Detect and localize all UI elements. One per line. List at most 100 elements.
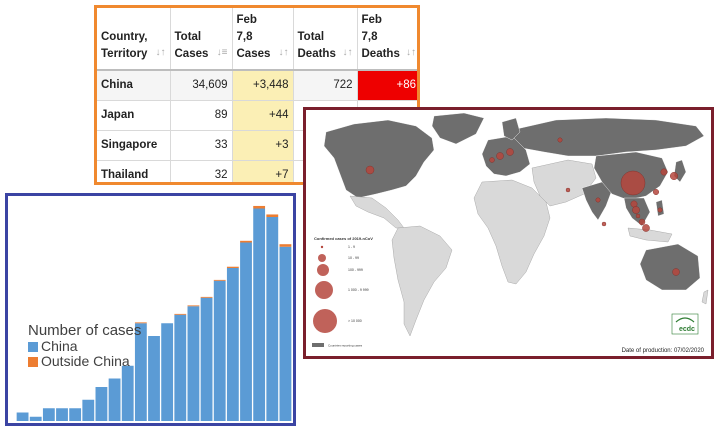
bar-china[interactable] — [29, 416, 42, 421]
header-line: Deaths — [297, 48, 336, 60]
total-cases-cell: 33 — [170, 130, 233, 161]
col-total-cases-header[interactable]: Total Cases ↓≡ — [170, 8, 233, 71]
thailand-bubble[interactable] — [632, 206, 640, 214]
bar-china[interactable] — [253, 208, 266, 422]
col-total-deaths-header[interactable]: Total Deaths ↓↑ — [293, 8, 358, 71]
sort-icon[interactable]: ↓↑ — [155, 47, 166, 58]
europe-bubble-2[interactable] — [506, 148, 514, 156]
australia-bubble[interactable] — [672, 268, 680, 276]
bar-outside-china[interactable] — [279, 244, 292, 247]
case-bubbles — [365, 137, 680, 276]
header-line: 7,8 — [236, 31, 253, 43]
new-cases-cell: +7 — [232, 160, 294, 182]
bar-china[interactable] — [279, 246, 292, 421]
china-bubble[interactable] — [620, 170, 646, 196]
europe-bubble-3[interactable] — [489, 157, 495, 163]
case-table: Country, Territory ↓↑ Total Cases ↓≡ Feb… — [97, 8, 417, 182]
country-cell: China — [97, 70, 171, 101]
ecdc-logo-text: ecdc — [679, 326, 695, 333]
sort-icon[interactable]: ↓↑ — [406, 47, 416, 58]
map-legend-title: Confirmed cases of 2019-nCoV — [314, 236, 373, 241]
africa-shape — [473, 179, 551, 285]
world-map-panel: Confirmed cases of 2019-nCoV 1 - 9 10 - … — [303, 107, 714, 359]
bar-china[interactable] — [226, 268, 239, 421]
bar-outside-china[interactable] — [134, 322, 147, 324]
srilanka-bubble[interactable] — [601, 221, 607, 227]
bar-china[interactable] — [213, 280, 226, 421]
bar-china[interactable] — [148, 336, 160, 421]
header-line: Cases — [236, 48, 271, 60]
malaysia-bubble[interactable] — [638, 218, 646, 226]
case-table-panel: Country, Territory ↓↑ Total Cases ↓≡ Feb… — [94, 5, 420, 185]
bar-china[interactable] — [16, 412, 29, 422]
header-line: Feb — [236, 14, 257, 26]
bar-outside-china[interactable] — [253, 205, 266, 209]
cambodia-bubble[interactable] — [635, 213, 641, 219]
legend-label: Outside China — [41, 353, 130, 369]
bar-china[interactable] — [42, 408, 55, 421]
uae-bubble[interactable] — [565, 187, 571, 193]
bar-china[interactable] — [121, 365, 134, 421]
world-map: Confirmed cases of 2019-nCoV 1 - 9 10 - … — [306, 110, 711, 356]
country-cell: Singapore — [97, 130, 171, 161]
sort-desc-icon[interactable]: ↓≡ — [216, 47, 228, 58]
india-bubble[interactable] — [595, 197, 601, 203]
new-zealand-shape — [701, 289, 709, 305]
new-cases-cell: +3 — [232, 130, 294, 161]
sort-icon[interactable]: ↓↑ — [278, 47, 289, 58]
korea-bubble[interactable] — [660, 168, 668, 176]
legend-swatch — [28, 341, 38, 352]
legend-swatch — [28, 356, 38, 367]
bar-outside-china[interactable] — [226, 266, 239, 268]
bar-china[interactable] — [240, 242, 252, 422]
bar-china[interactable] — [266, 217, 279, 421]
bar-china[interactable] — [82, 399, 95, 421]
japan-bubble[interactable] — [670, 172, 679, 181]
map-legend: Confirmed cases of 2019-nCoV 1 - 9 10 - … — [312, 236, 373, 348]
europe-shape — [481, 135, 531, 177]
map-legend-item: 1 000 - 9 999 — [348, 288, 369, 292]
bar-china[interactable] — [108, 378, 121, 422]
bar-china[interactable] — [134, 323, 147, 421]
middle-east-shape — [531, 159, 597, 207]
bar-outside-china[interactable] — [174, 313, 187, 315]
russia-bubble[interactable] — [557, 137, 563, 143]
bar-china[interactable] — [95, 387, 108, 421]
sort-icon[interactable]: ↓↑ — [342, 47, 353, 58]
header-line: 7,8 — [361, 31, 378, 43]
header-line: Country, — [101, 31, 148, 43]
bar-china[interactable] — [161, 323, 174, 421]
singapore-bubble[interactable] — [642, 224, 650, 232]
bar-outside-china[interactable] — [240, 240, 252, 243]
map-legend-item: 100 - 999 — [348, 268, 363, 272]
bar-china[interactable] — [174, 314, 187, 421]
bar-china[interactable] — [69, 408, 82, 421]
taiwan-bubble[interactable] — [653, 188, 660, 195]
map-legend-item: 10 - 99 — [348, 256, 359, 260]
header-line: Total — [174, 31, 202, 43]
usa-bubble[interactable] — [365, 165, 375, 175]
bar-outside-china[interactable] — [213, 279, 226, 281]
col-new-deaths-header[interactable]: Feb 7,8 Deaths ↓↑ — [357, 8, 417, 71]
bar-china[interactable] — [187, 306, 200, 421]
table-row: China 34,609 +3,448 722 +86 — [97, 70, 417, 101]
new-cases-cell: +3,448 — [232, 70, 294, 101]
table-header-row: Country, Territory ↓↑ Total Cases ↓≡ Feb… — [97, 8, 417, 71]
col-new-cases-header[interactable]: Feb 7,8 Cases ↓↑ — [232, 8, 294, 71]
north-america-shape — [323, 119, 435, 199]
philippines-bubble[interactable] — [657, 207, 663, 213]
russia-shape — [509, 117, 705, 157]
col-country-header[interactable]: Country, Territory ↓↑ — [97, 8, 171, 71]
chart-legend-title: Number of cases — [28, 322, 142, 339]
country-cell: Thailand — [97, 160, 171, 182]
header-line: Territory — [101, 48, 148, 60]
bar-outside-china[interactable] — [200, 296, 213, 298]
country-cell: Japan — [97, 100, 171, 131]
new-deaths-cell: +86 — [357, 70, 417, 101]
europe-bubble-1[interactable] — [496, 152, 504, 160]
bar-china[interactable] — [56, 408, 68, 421]
bar-china[interactable] — [200, 297, 213, 421]
header-line: Cases — [174, 48, 209, 60]
bar-outside-china[interactable] — [187, 305, 200, 307]
bar-outside-china[interactable] — [266, 214, 279, 217]
